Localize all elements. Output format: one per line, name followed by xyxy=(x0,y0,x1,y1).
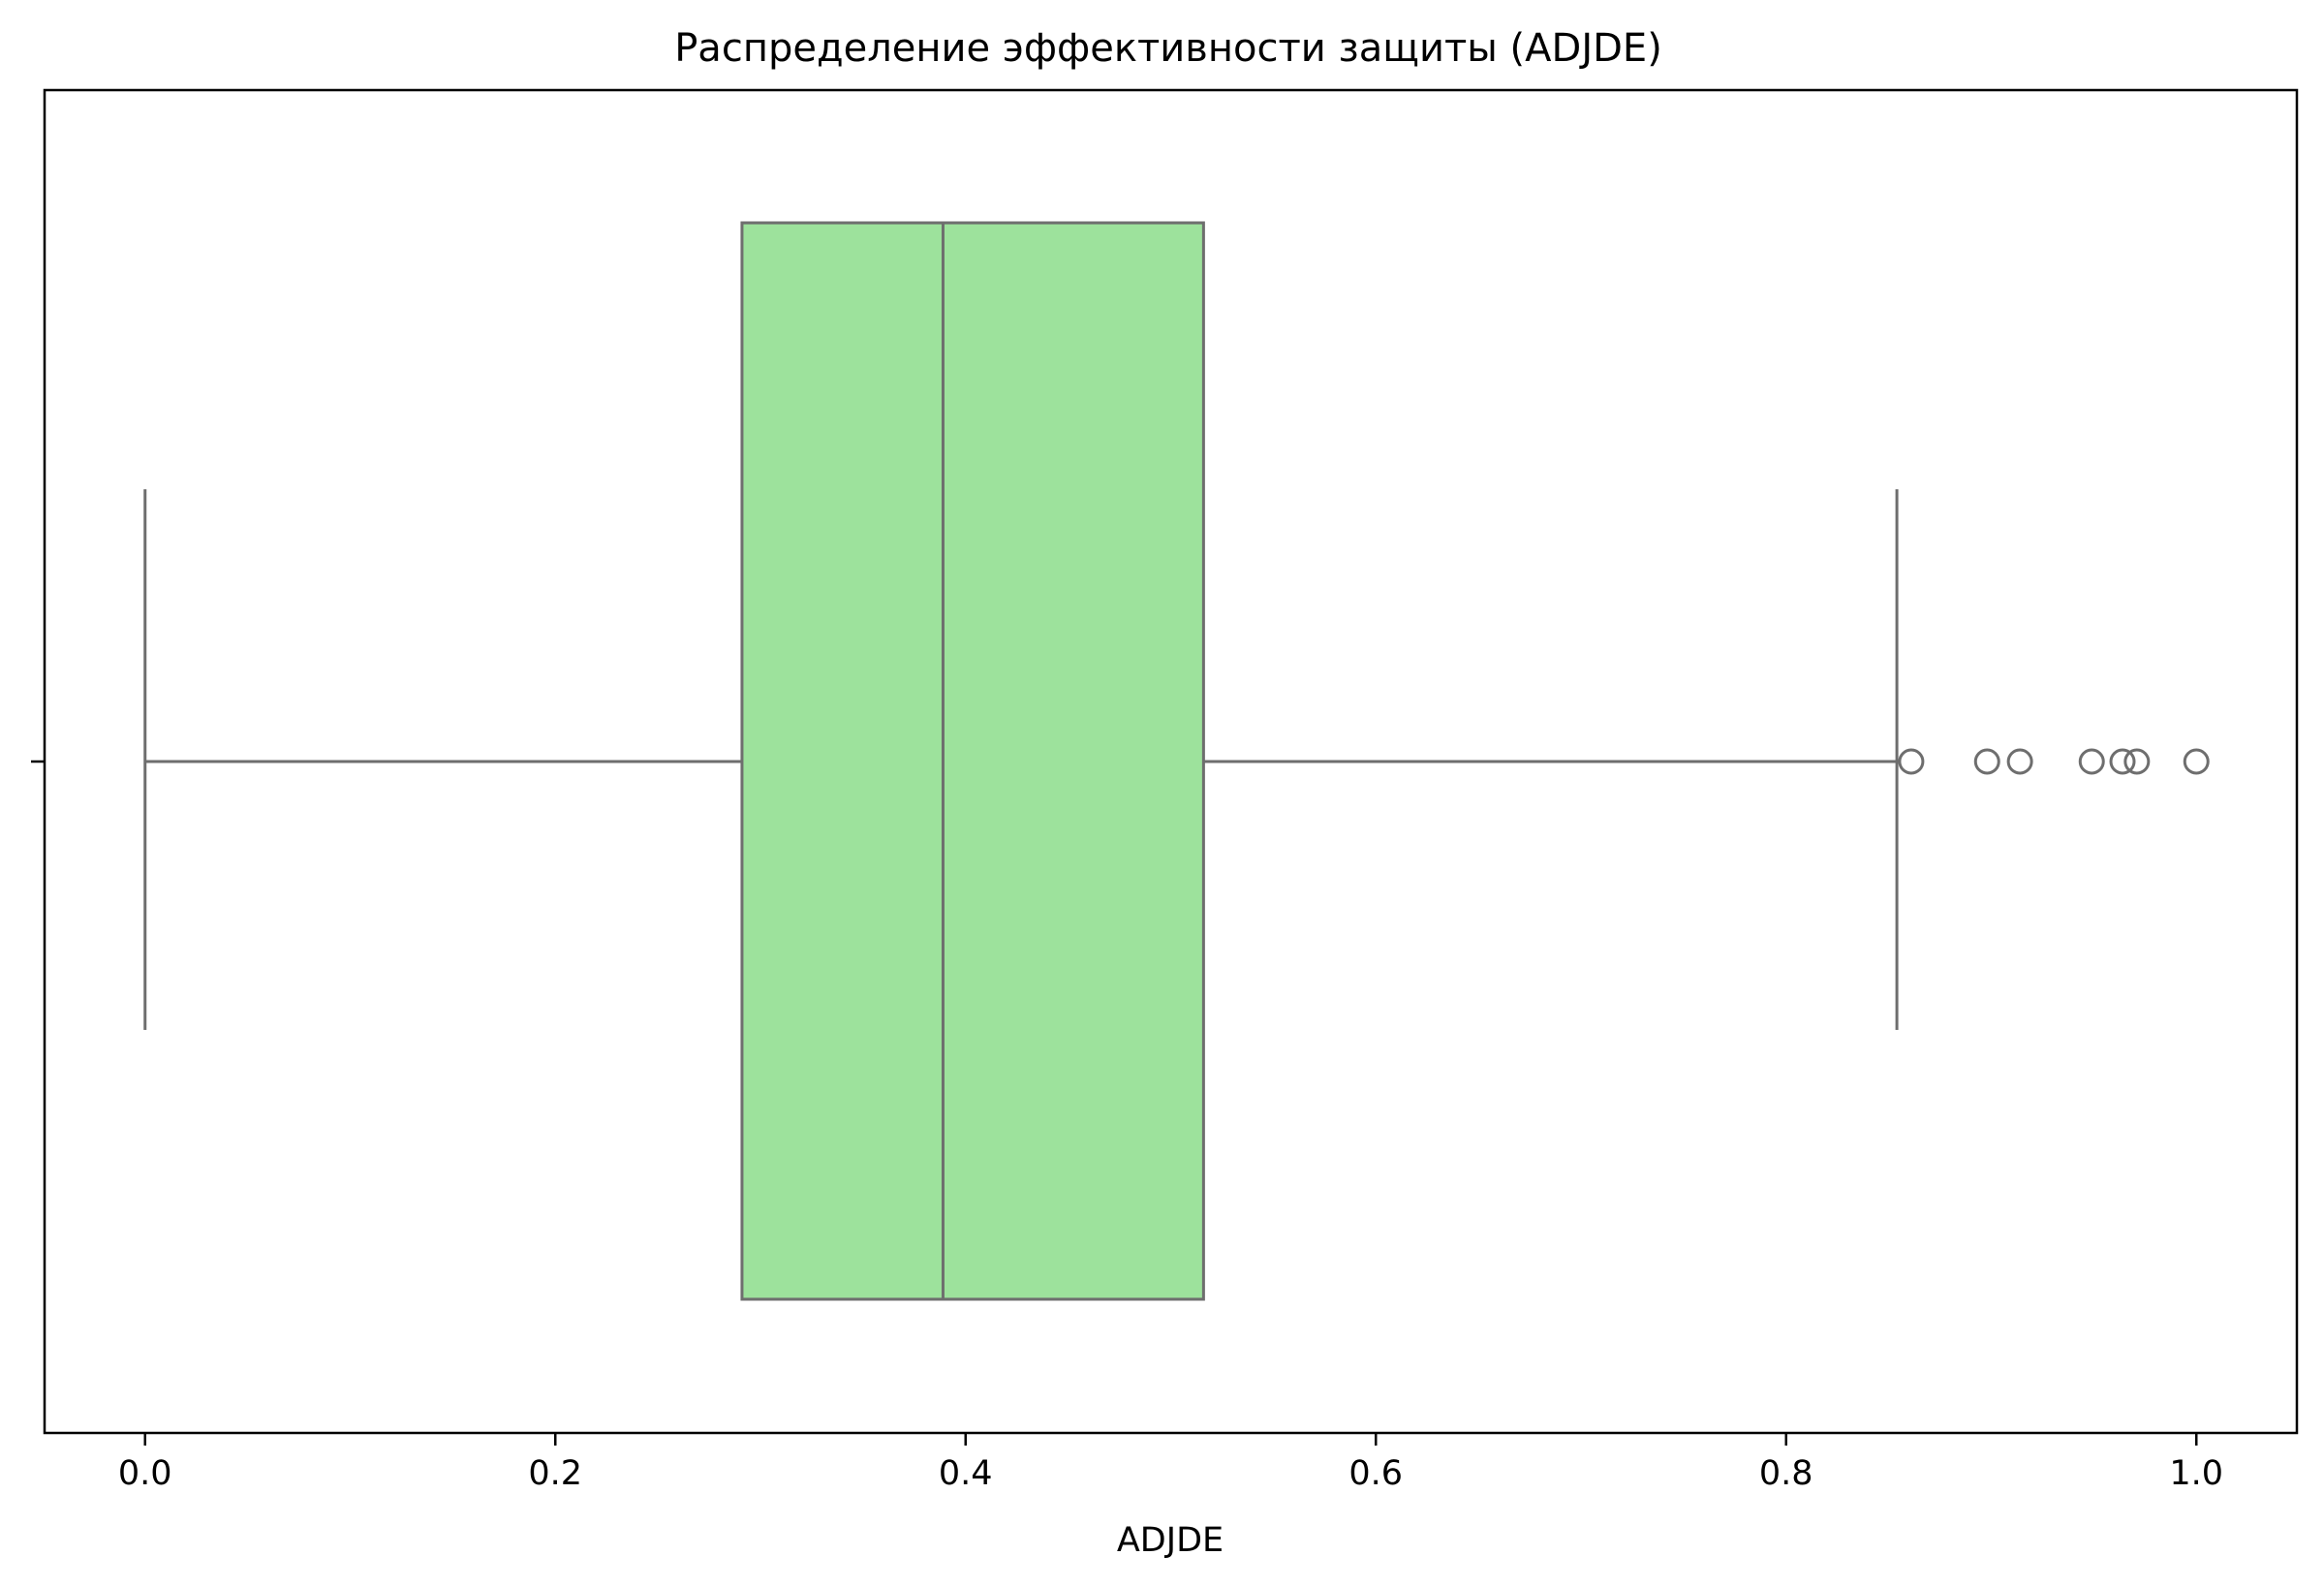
x-tick-label: 1.0 xyxy=(2169,1454,2223,1493)
x-tick-label: 0.8 xyxy=(1759,1454,1813,1493)
chart-title: Распределение эффективности защиты (ADJD… xyxy=(674,26,1662,71)
x-tick-label: 0.2 xyxy=(528,1454,582,1493)
x-tick-label: 0.6 xyxy=(1348,1454,1403,1493)
x-axis-ticks: 0.0 0.2 0.4 0.6 0.8 1.0 xyxy=(118,1433,2223,1493)
outlier-point xyxy=(1973,748,2000,775)
outlier-point xyxy=(2078,748,2105,775)
outlier-point xyxy=(1898,748,1925,775)
outlier-point xyxy=(2006,748,2033,775)
iqr-box xyxy=(740,221,1205,1301)
outlier-point xyxy=(2123,748,2151,775)
x-axis-label: ADJDE xyxy=(1117,1521,1224,1560)
x-tick-label: 0.4 xyxy=(939,1454,993,1493)
outlier-point xyxy=(2183,748,2210,775)
outlier-point xyxy=(2109,748,2136,775)
x-tick-label: 0.0 xyxy=(118,1454,172,1493)
plot-area xyxy=(143,221,2210,1301)
